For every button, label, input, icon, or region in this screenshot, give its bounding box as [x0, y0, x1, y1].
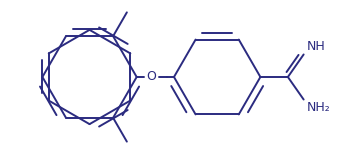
Text: O: O [146, 71, 156, 84]
Text: NH₂: NH₂ [307, 101, 330, 114]
Text: NH: NH [307, 39, 325, 52]
